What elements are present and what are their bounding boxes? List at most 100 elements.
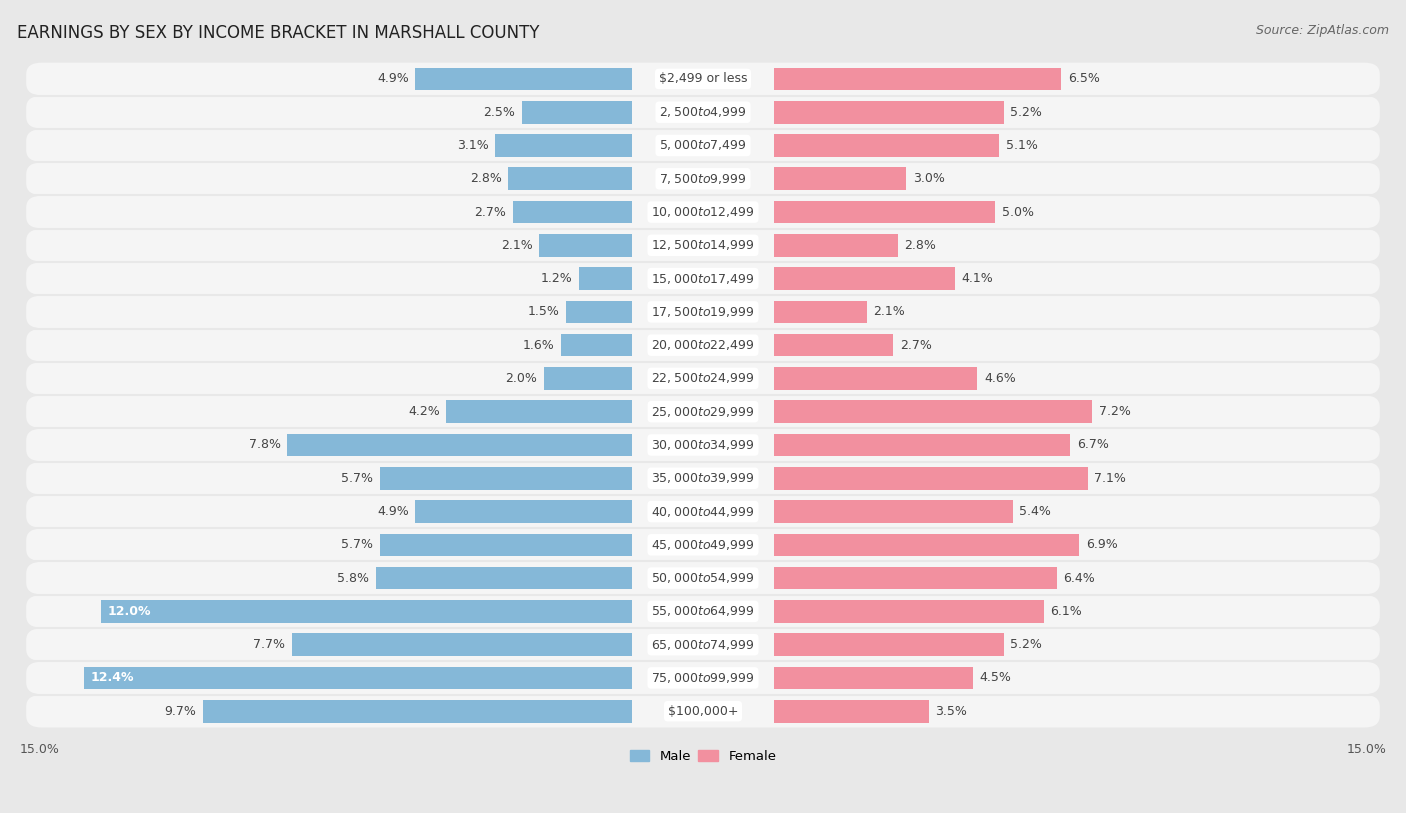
Text: 2.7%: 2.7% (900, 339, 932, 352)
Text: 9.7%: 9.7% (165, 705, 197, 718)
Legend: Male, Female: Male, Female (624, 745, 782, 768)
Text: 12.4%: 12.4% (90, 672, 134, 685)
Text: $10,000 to $12,499: $10,000 to $12,499 (651, 205, 755, 219)
Text: 1.5%: 1.5% (527, 306, 560, 319)
Text: 2.0%: 2.0% (505, 372, 537, 385)
Text: 7.8%: 7.8% (249, 438, 281, 451)
Bar (773, 234, 897, 257)
Bar (84, 667, 633, 689)
Bar (773, 667, 973, 689)
Text: $55,000 to $64,999: $55,000 to $64,999 (651, 604, 755, 619)
Bar (773, 101, 1004, 124)
Bar (773, 367, 977, 389)
Text: $5,000 to $7,499: $5,000 to $7,499 (659, 138, 747, 153)
FancyBboxPatch shape (27, 96, 1379, 128)
FancyBboxPatch shape (27, 462, 1379, 494)
FancyBboxPatch shape (27, 129, 1379, 162)
Text: 3.1%: 3.1% (457, 139, 488, 152)
Bar (513, 201, 633, 224)
Bar (773, 134, 1000, 157)
Text: $40,000 to $44,999: $40,000 to $44,999 (651, 505, 755, 519)
Text: 5.7%: 5.7% (342, 538, 374, 551)
FancyBboxPatch shape (27, 595, 1379, 628)
Text: 5.2%: 5.2% (1011, 638, 1042, 651)
Bar (447, 401, 633, 423)
Text: 6.9%: 6.9% (1085, 538, 1118, 551)
Text: 4.2%: 4.2% (408, 405, 440, 418)
Text: $100,000+: $100,000+ (668, 705, 738, 718)
Text: 4.5%: 4.5% (980, 672, 1011, 685)
Text: Source: ZipAtlas.com: Source: ZipAtlas.com (1256, 24, 1389, 37)
Bar (375, 567, 633, 589)
Bar (773, 67, 1062, 90)
FancyBboxPatch shape (27, 495, 1379, 528)
Bar (773, 167, 907, 190)
Text: $50,000 to $54,999: $50,000 to $54,999 (651, 571, 755, 585)
FancyBboxPatch shape (27, 528, 1379, 561)
Text: 4.9%: 4.9% (377, 72, 409, 85)
Bar (287, 433, 633, 456)
Bar (773, 533, 1078, 556)
Bar (773, 500, 1012, 523)
FancyBboxPatch shape (27, 329, 1379, 362)
Text: $22,500 to $24,999: $22,500 to $24,999 (651, 372, 755, 385)
Text: 6.1%: 6.1% (1050, 605, 1083, 618)
Text: 6.4%: 6.4% (1063, 572, 1095, 585)
Bar (773, 700, 928, 723)
Text: 2.7%: 2.7% (474, 206, 506, 219)
Bar (101, 600, 633, 623)
Bar (773, 401, 1092, 423)
Text: 2.1%: 2.1% (873, 306, 905, 319)
Text: 5.7%: 5.7% (342, 472, 374, 485)
Text: $35,000 to $39,999: $35,000 to $39,999 (651, 472, 755, 485)
Text: 4.1%: 4.1% (962, 272, 994, 285)
FancyBboxPatch shape (27, 229, 1379, 262)
Bar (380, 533, 633, 556)
Bar (380, 467, 633, 489)
Bar (509, 167, 633, 190)
Text: 2.8%: 2.8% (470, 172, 502, 185)
FancyBboxPatch shape (27, 163, 1379, 195)
Bar (773, 267, 955, 290)
Text: EARNINGS BY SEX BY INCOME BRACKET IN MARSHALL COUNTY: EARNINGS BY SEX BY INCOME BRACKET IN MAR… (17, 24, 540, 42)
Text: 5.2%: 5.2% (1011, 106, 1042, 119)
Text: 3.0%: 3.0% (912, 172, 945, 185)
Text: $45,000 to $49,999: $45,000 to $49,999 (651, 538, 755, 552)
Text: 4.9%: 4.9% (377, 505, 409, 518)
Text: 7.7%: 7.7% (253, 638, 285, 651)
Text: 2.5%: 2.5% (484, 106, 515, 119)
Text: 7.1%: 7.1% (1094, 472, 1126, 485)
Bar (773, 600, 1043, 623)
Text: 1.2%: 1.2% (541, 272, 572, 285)
Bar (579, 267, 633, 290)
Text: 12.0%: 12.0% (108, 605, 152, 618)
FancyBboxPatch shape (27, 362, 1379, 395)
Bar (773, 201, 995, 224)
Bar (540, 234, 633, 257)
Text: $15,000 to $17,499: $15,000 to $17,499 (651, 272, 755, 285)
FancyBboxPatch shape (27, 562, 1379, 594)
FancyBboxPatch shape (27, 695, 1379, 728)
Bar (202, 700, 633, 723)
Text: $2,499 or less: $2,499 or less (659, 72, 747, 85)
Bar (773, 567, 1057, 589)
FancyBboxPatch shape (27, 196, 1379, 228)
Bar (291, 633, 633, 656)
Bar (773, 433, 1070, 456)
Bar (773, 633, 1004, 656)
Bar (773, 301, 866, 324)
Text: $30,000 to $34,999: $30,000 to $34,999 (651, 438, 755, 452)
Bar (544, 367, 633, 389)
Bar (416, 67, 633, 90)
Text: $75,000 to $99,999: $75,000 to $99,999 (651, 671, 755, 685)
Bar (773, 467, 1088, 489)
FancyBboxPatch shape (27, 63, 1379, 95)
Bar (522, 101, 633, 124)
Text: 2.1%: 2.1% (501, 239, 533, 252)
Bar (561, 334, 633, 356)
Text: 3.5%: 3.5% (935, 705, 967, 718)
Text: $25,000 to $29,999: $25,000 to $29,999 (651, 405, 755, 419)
Bar (416, 500, 633, 523)
Text: $17,500 to $19,999: $17,500 to $19,999 (651, 305, 755, 319)
Text: 6.7%: 6.7% (1077, 438, 1109, 451)
